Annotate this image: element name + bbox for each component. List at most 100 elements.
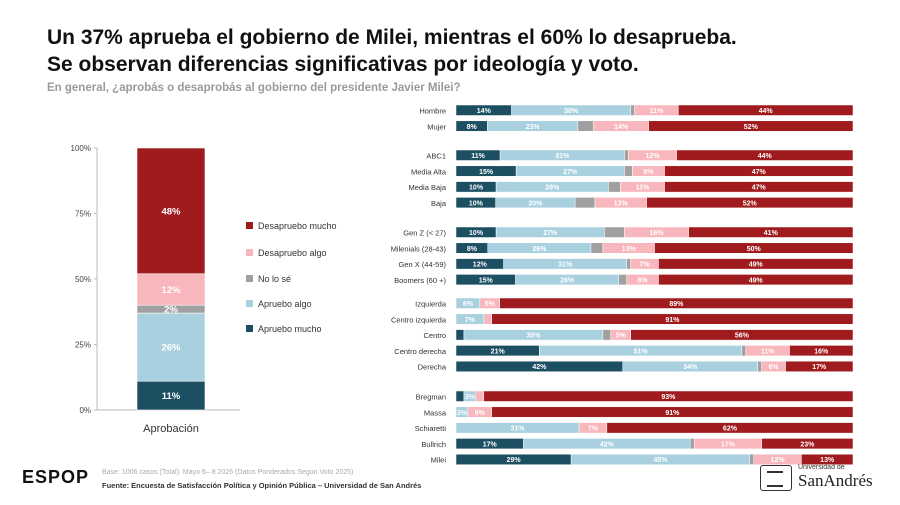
- row-bar-label: 15%: [479, 277, 494, 284]
- row-bar-label: 89%: [669, 301, 684, 308]
- row-label: Baja: [431, 199, 447, 208]
- row-bar-label: 42%: [532, 364, 547, 371]
- legend-swatch: [246, 275, 253, 282]
- row-bar-label: 44%: [758, 153, 773, 160]
- row-bar-label: 26%: [532, 246, 547, 253]
- row-bar-segment: [741, 345, 747, 357]
- row-bar-label: 7%: [640, 262, 651, 269]
- row-bar-segment: [749, 453, 755, 465]
- row-bar-segment: [654, 242, 854, 254]
- row-bar-label: 11%: [471, 153, 485, 160]
- row-bar-label: 49%: [749, 262, 764, 269]
- row-bar-segment: [658, 274, 854, 286]
- universidad-logo: Universidad de SanAndrés: [758, 462, 888, 494]
- row-bar-segment: [688, 226, 854, 238]
- row-bar-label: 26%: [560, 277, 575, 284]
- row-label: Centro: [423, 331, 446, 340]
- row-bar-segment: [626, 258, 631, 270]
- row-label: Centro derecha: [394, 347, 447, 356]
- row-bar-label: 7%: [588, 426, 599, 433]
- row-bar-label: 23%: [800, 441, 815, 448]
- row-bar-label: 10%: [469, 200, 484, 207]
- y-tick-label: 0%: [79, 406, 91, 415]
- row-bar-label: 11%: [636, 185, 650, 192]
- row-bar-segment: [658, 258, 854, 270]
- row-bar-segment: [761, 438, 854, 450]
- row-label: Bullrich: [421, 440, 446, 449]
- row-label: Gen Z (< 27): [403, 229, 446, 238]
- row-bar-label: 35%: [526, 333, 541, 340]
- row-bar-label: 10%: [469, 230, 484, 237]
- row-label: Media Alta: [411, 167, 447, 176]
- row-label: Gen X (44-59): [398, 260, 446, 269]
- row-bar-label: 28%: [545, 185, 560, 192]
- aprobacion-bar-label: 11%: [162, 391, 181, 402]
- legend-label: Apruebo mucho: [258, 324, 322, 334]
- row-label: Schiaretti: [415, 424, 447, 433]
- row-bar-label: 5%: [616, 333, 627, 340]
- row-label: Centro izquierda: [391, 315, 447, 324]
- aprobacion-bar-segment: [136, 312, 206, 382]
- row-bar-label: 3%: [457, 410, 468, 417]
- legend-swatch: [246, 300, 253, 307]
- row-bar-segment: [624, 149, 629, 161]
- row-bar-label: 16%: [649, 230, 664, 237]
- chart-subtitle: En general, ¿aprobás o desaprobás al gob…: [47, 82, 461, 94]
- row-bar-label: 47%: [752, 185, 767, 192]
- row-bar-segment: [664, 165, 854, 177]
- row-bar-label: 52%: [744, 124, 759, 131]
- aprobacion-bar-label: 48%: [161, 206, 181, 217]
- row-bar-label: 15%: [479, 169, 494, 176]
- row-bar-segment: [630, 104, 635, 116]
- row-bar-segment: [590, 242, 604, 254]
- espop-logo-text: ESPOP: [22, 467, 90, 487]
- row-bar-label: 23%: [526, 124, 541, 131]
- row-bar-segment: [483, 313, 492, 325]
- row-bar-segment: [618, 274, 627, 286]
- row-bar-label: 8%: [638, 277, 649, 284]
- legend-swatch: [246, 222, 253, 229]
- row-bar-segment: [676, 149, 854, 161]
- row-bar-segment: [483, 390, 854, 402]
- row-bar-label: 52%: [743, 200, 758, 207]
- row-bar-label: 47%: [752, 169, 767, 176]
- row-bar-label: 42%: [600, 441, 615, 448]
- chart-title: Un 37% aprueba el gobierno de Milei, mie…: [47, 24, 887, 78]
- row-bar-label: 7%: [465, 317, 476, 324]
- aprobacion-bar-segment: [136, 380, 206, 411]
- row-bar-label: 31%: [558, 262, 573, 269]
- row-bar-label: 91%: [665, 410, 680, 417]
- y-tick-label: 50%: [75, 275, 91, 284]
- row-bar-segment: [757, 360, 762, 372]
- row-bar-label: 20%: [528, 200, 543, 207]
- aprobacion-bar-segment: [136, 147, 206, 275]
- row-bar-segment: [689, 438, 695, 450]
- row-label: ABC1: [426, 152, 446, 161]
- row-bar-label: 16%: [814, 348, 829, 355]
- row-bar-label: 12%: [473, 262, 488, 269]
- univ-small-text: Universidad de: [798, 464, 845, 471]
- row-label: Hombre: [419, 107, 446, 116]
- y-tick-label: 100%: [71, 144, 91, 153]
- row-bar-label: 49%: [749, 277, 764, 284]
- row-bar-label: 27%: [563, 169, 578, 176]
- espop-logo: ESPOP: [22, 467, 89, 488]
- row-bar-label: 12%: [645, 153, 660, 160]
- row-label: Izquierda: [415, 300, 447, 309]
- row-label: Media Baja: [408, 183, 446, 192]
- row-label: Mujer: [427, 122, 446, 131]
- legend-label: No lo sé: [258, 274, 291, 284]
- row-label: Bregman: [416, 393, 446, 402]
- legend-label: Desapruebo mucho: [258, 221, 337, 231]
- y-tick-label: 75%: [75, 210, 91, 219]
- univ-name-text: SanAndrés: [798, 471, 873, 490]
- row-bar-label: 34%: [683, 364, 698, 371]
- row-label: Massa: [424, 408, 447, 417]
- title-line-2: Se observan diferencias significativas p…: [47, 53, 639, 76]
- legend-label: Desapruebo algo: [258, 248, 327, 258]
- university-seal-icon: [760, 465, 792, 491]
- row-bar-label: 51%: [634, 348, 649, 355]
- row-bar-label: 21%: [491, 348, 506, 355]
- row-bar-label: 31%: [511, 426, 526, 433]
- row-label: Boomers (60 +): [394, 276, 446, 285]
